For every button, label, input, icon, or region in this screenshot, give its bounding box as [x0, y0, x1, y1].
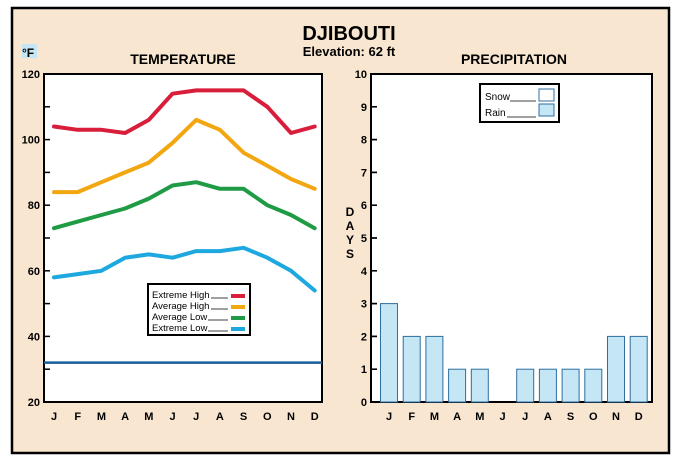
- rain-bar: [629, 335, 648, 403]
- precipitation-y-tick-label: 8: [361, 135, 367, 147]
- precipitation-x-tick-label: A: [453, 411, 461, 423]
- precipitation-title: PRECIPITATION: [461, 51, 567, 67]
- precipitation-y-tick-label: 0: [361, 397, 367, 409]
- temperature-x-tick-label: A: [121, 411, 129, 423]
- legend-label-snow: Snow: [485, 92, 511, 103]
- precipitation-y-tick-label: 7: [361, 167, 367, 179]
- precipitation-x-tick-label: O: [589, 411, 598, 423]
- precipitation-x-tick-label: J: [386, 411, 392, 423]
- temperature-x-tick-label: S: [240, 411, 247, 423]
- series-line-average-high: [52, 117, 317, 195]
- days-axis-letter: A: [346, 219, 355, 233]
- temperature-x-tick-label: A: [216, 411, 224, 423]
- rain-bar: [561, 368, 580, 403]
- precipitation-marks: 0 1 2 3 4 5 6 7 8 9 10 J F M A M J J A S O N D: [355, 69, 648, 423]
- precipitation-x-tick-label: A: [544, 411, 552, 423]
- precipitation-x-tick-label: M: [430, 411, 439, 423]
- temperature-x-tick-label: N: [287, 411, 295, 423]
- precipitation-x-tick-label: S: [567, 411, 574, 423]
- precipitation-x-tick-label: J: [499, 411, 505, 423]
- temperature-x-tick-label: F: [74, 411, 81, 423]
- rain-bar: [380, 303, 398, 403]
- days-axis-letter: S: [346, 247, 354, 261]
- legend-swatch-snow: [538, 88, 555, 102]
- temperature-unit-label: °F: [22, 46, 34, 60]
- legend-label-average-high: Average High: [152, 301, 209, 312]
- rain-bar: [470, 368, 489, 403]
- temperature-x-tick-label: D: [311, 411, 319, 423]
- temperature-y-tick-label: 20: [28, 397, 40, 409]
- station-elevation: Elevation: 62 ft: [303, 44, 396, 59]
- precipitation-y-tick-label: 5: [361, 233, 367, 245]
- temperature-x-tick-label: J: [193, 411, 199, 423]
- series-line-extreme-low: [52, 245, 317, 293]
- precipitation-y-tick-label: 2: [361, 331, 367, 343]
- legend-label-extreme-high: Extreme High: [152, 290, 210, 301]
- temperature-x-tick-label: M: [97, 411, 106, 423]
- temperature-x-tick-label: M: [144, 411, 153, 423]
- rain-bar: [448, 368, 467, 403]
- precipitation-y-tick-label: 10: [355, 69, 367, 81]
- precipitation-y-tick-label: 6: [361, 200, 367, 212]
- precipitation-x-tick-label: M: [475, 411, 484, 423]
- rain-bar: [584, 368, 603, 403]
- temperature-marks: 20 40 60 80 100 120 J F M A M J J A S O N D: [22, 69, 322, 423]
- station-name: DJIBOUTI: [302, 23, 395, 45]
- temperature-y-tick-label: 80: [28, 200, 40, 212]
- legend-label-extreme-low: Extreme Low: [152, 323, 208, 334]
- temperature-y-tick-label: 40: [28, 331, 40, 343]
- temperature-y-tick-label: 120: [22, 69, 40, 81]
- precipitation-x-tick-label: J: [522, 411, 528, 423]
- precipitation-x-tick-label: D: [635, 411, 643, 423]
- temperature-legend: Extreme High Average High Average Low Ex…: [147, 283, 251, 336]
- precipitation-y-tick-label: 1: [361, 364, 367, 376]
- rain-bar: [425, 335, 444, 403]
- rain-bar: [607, 335, 625, 403]
- temperature-x-tick-label: J: [169, 411, 175, 423]
- days-axis-letter: D: [346, 205, 355, 219]
- unit-box: [22, 44, 37, 58]
- precipitation-x-tick-label: N: [612, 411, 620, 423]
- legend-label-average-low: Average Low: [152, 312, 207, 323]
- temperature-title: TEMPERATURE: [130, 51, 236, 67]
- rain-bar: [516, 368, 535, 403]
- precipitation-y-tick-label: 4: [361, 266, 368, 278]
- precipitation-y-tick-label: 9: [361, 102, 367, 114]
- days-axis-letter: Y: [346, 233, 354, 247]
- temperature-y-tick-label: 60: [28, 266, 40, 278]
- series-line-extreme-high: [52, 88, 317, 135]
- temperature-x-tick-label: J: [51, 411, 57, 423]
- precipitation-y-tick-label: 3: [361, 299, 367, 311]
- legend-label-rain: Rain: [485, 108, 506, 119]
- temperature-x-tick-label: O: [263, 411, 272, 423]
- series-line-average-low: [52, 180, 317, 231]
- temperature-legend-box: [147, 283, 251, 336]
- temperature-y-tick-label: 100: [22, 135, 40, 147]
- precipitation-legend: Snow Rain: [479, 83, 560, 123]
- rain-bar: [402, 335, 421, 403]
- legend-swatch-rain: [538, 103, 555, 117]
- precipitation-x-tick-label: F: [408, 411, 415, 423]
- rain-bar: [538, 368, 557, 403]
